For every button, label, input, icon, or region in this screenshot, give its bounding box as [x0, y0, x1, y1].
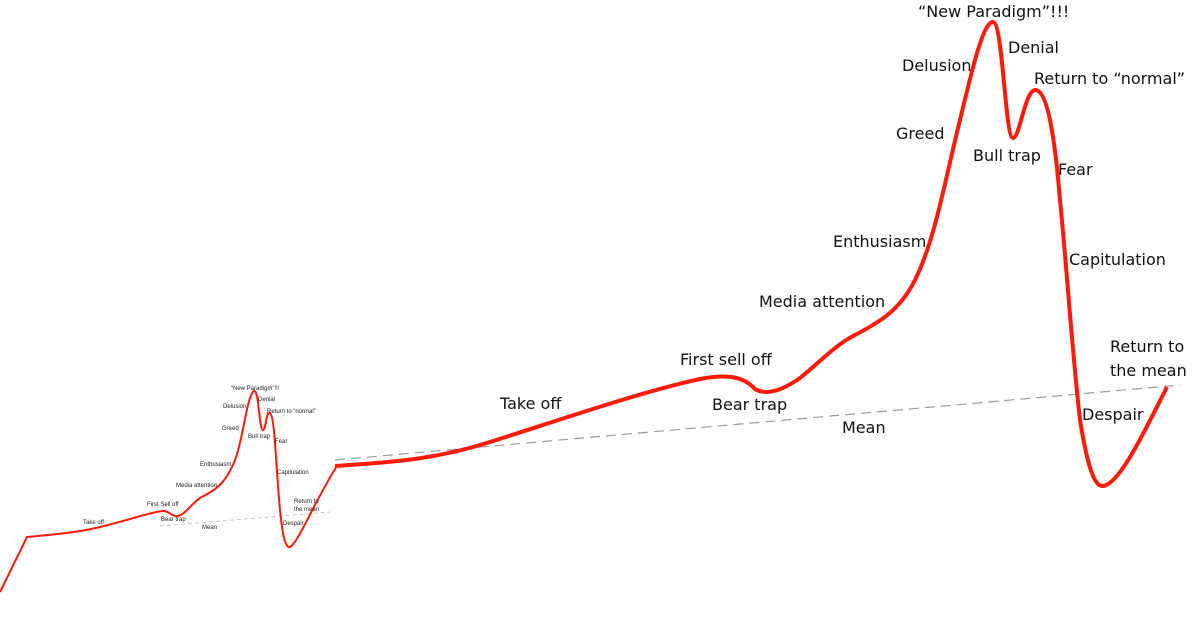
inset-label-capitulation: Capitulation [277, 470, 309, 476]
label-bull-trap: Bull trap [973, 146, 1041, 165]
label-return-mean-2: the mean [1110, 361, 1187, 380]
inset-label-bull-trap: Bull trap [248, 434, 271, 440]
label-take-off: Take off [499, 394, 562, 413]
inset-curve [0, 389, 338, 593]
inset-label-delusion: Delusion [223, 404, 246, 410]
inset-label-return-normal: Return to “normal” [267, 409, 316, 415]
label-despair: Despair [1082, 405, 1144, 424]
inset-label-new-paradigm: “New Paradigm”!!! [231, 386, 280, 392]
inset-label-take-off: Take off [83, 520, 104, 526]
inset-label-fear: Fear [275, 439, 287, 445]
label-denial: Denial [1008, 38, 1059, 57]
inset-label-greed: Greed [222, 426, 239, 432]
label-bear-trap: Bear trap [712, 395, 787, 414]
inset-label-bear-trap: Bear trap [161, 517, 186, 523]
label-new-paradigm: “New Paradigm”!!! [918, 2, 1069, 21]
inset-label-despair: Despair [283, 521, 304, 527]
label-return-mean-1: Return to [1110, 337, 1184, 356]
inset-label-denial: Denial [258, 397, 275, 403]
inset-mean-line [159, 511, 331, 527]
label-enthusiasm: Enthusiasm [833, 232, 926, 251]
inset-label-return-mean-1: Return to [294, 499, 319, 505]
label-first-sell-off: First sell off [680, 350, 773, 369]
label-return-normal: Return to “normal” [1034, 69, 1185, 88]
mean-line [334, 384, 1181, 461]
main-curve [334, 20, 1169, 488]
inset-label-first-sell-off: First Sell off [147, 502, 179, 508]
inset-label-return-mean-2: the mean [294, 507, 319, 513]
label-capitulation: Capitulation [1069, 250, 1166, 269]
inset-label-mean: Mean [202, 525, 217, 531]
inset-label-media-attention: Media attention [176, 483, 217, 489]
label-delusion: Delusion [902, 56, 971, 75]
inset-label-enthusiasm: Enthusiasm [200, 462, 231, 468]
label-mean: Mean [842, 418, 886, 437]
label-media-attention: Media attention [759, 292, 885, 311]
label-greed: Greed [896, 124, 944, 143]
label-fear: Fear [1058, 160, 1093, 179]
